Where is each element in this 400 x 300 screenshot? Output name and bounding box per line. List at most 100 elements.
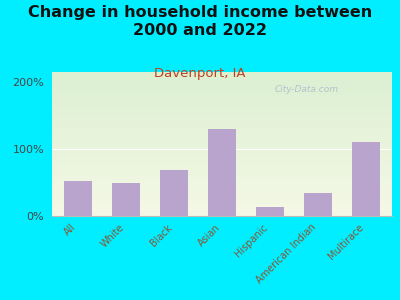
Bar bbox=[52, 191, 392, 193]
Bar bbox=[52, 74, 392, 75]
Bar bbox=[52, 76, 392, 78]
Bar bbox=[52, 111, 392, 112]
Bar bbox=[52, 144, 392, 146]
Bar bbox=[52, 193, 392, 194]
Bar bbox=[52, 160, 392, 161]
Bar bbox=[52, 141, 392, 142]
Bar bbox=[52, 98, 392, 99]
Bar bbox=[52, 128, 392, 130]
Bar bbox=[52, 142, 392, 144]
Bar bbox=[52, 214, 392, 216]
Bar bbox=[52, 169, 392, 170]
Bar bbox=[52, 207, 392, 209]
Bar bbox=[52, 163, 392, 164]
Bar bbox=[52, 75, 392, 76]
Bar bbox=[52, 108, 392, 110]
Bar bbox=[52, 85, 392, 86]
Bar bbox=[52, 158, 392, 160]
Bar bbox=[52, 124, 392, 125]
Bar bbox=[52, 122, 392, 124]
Bar bbox=[52, 190, 392, 191]
Bar bbox=[52, 194, 392, 196]
Bar bbox=[352, 142, 380, 216]
Bar bbox=[52, 202, 392, 203]
Bar bbox=[52, 189, 392, 190]
Bar bbox=[52, 97, 392, 98]
Bar bbox=[52, 114, 392, 115]
Bar bbox=[208, 129, 236, 216]
Bar bbox=[52, 133, 392, 134]
Bar bbox=[52, 94, 392, 95]
Bar bbox=[52, 174, 392, 176]
Bar bbox=[52, 104, 392, 105]
Bar bbox=[52, 186, 392, 187]
Bar bbox=[52, 151, 392, 153]
Bar bbox=[52, 199, 392, 200]
Bar bbox=[52, 161, 392, 163]
Bar bbox=[256, 207, 284, 216]
Bar bbox=[52, 95, 392, 97]
Bar bbox=[52, 134, 392, 135]
Bar bbox=[112, 182, 140, 216]
Bar bbox=[64, 181, 92, 216]
Bar bbox=[52, 110, 392, 111]
Bar bbox=[52, 177, 392, 178]
Bar bbox=[52, 210, 392, 212]
Bar bbox=[52, 213, 392, 214]
Bar bbox=[52, 112, 392, 114]
Bar bbox=[52, 138, 392, 140]
Bar bbox=[52, 83, 392, 85]
Bar bbox=[52, 167, 392, 169]
Bar bbox=[52, 117, 392, 118]
Bar bbox=[52, 205, 392, 206]
Bar bbox=[52, 135, 392, 137]
Bar bbox=[52, 212, 392, 213]
Bar bbox=[52, 155, 392, 157]
Bar bbox=[52, 118, 392, 119]
Bar bbox=[304, 193, 332, 216]
Bar bbox=[52, 88, 392, 89]
Bar bbox=[52, 203, 392, 205]
Bar bbox=[52, 92, 392, 94]
Bar bbox=[160, 170, 188, 216]
Bar bbox=[52, 125, 392, 127]
Bar bbox=[52, 206, 392, 207]
Bar bbox=[52, 164, 392, 166]
Bar bbox=[52, 81, 392, 82]
Bar bbox=[52, 170, 392, 171]
Text: Change in household income between
2000 and 2022: Change in household income between 2000 … bbox=[28, 4, 372, 38]
Bar bbox=[52, 176, 392, 177]
Bar bbox=[52, 180, 392, 182]
Bar bbox=[52, 209, 392, 210]
Bar bbox=[52, 153, 392, 154]
Bar bbox=[52, 178, 392, 180]
Bar bbox=[52, 127, 392, 128]
Bar bbox=[52, 147, 392, 148]
Bar bbox=[52, 184, 392, 186]
Bar bbox=[52, 183, 392, 184]
Bar bbox=[52, 79, 392, 81]
Bar bbox=[52, 78, 392, 79]
Bar bbox=[52, 121, 392, 122]
Bar bbox=[52, 86, 392, 88]
Bar bbox=[52, 72, 392, 74]
Bar bbox=[52, 148, 392, 150]
Bar bbox=[52, 187, 392, 189]
Bar bbox=[52, 91, 392, 92]
Bar bbox=[52, 182, 392, 183]
Bar bbox=[52, 99, 392, 101]
Bar bbox=[52, 115, 392, 117]
Bar bbox=[52, 106, 392, 108]
Bar bbox=[52, 119, 392, 121]
Bar bbox=[52, 89, 392, 91]
Bar bbox=[52, 130, 392, 131]
Bar bbox=[52, 137, 392, 138]
Text: City-Data.com: City-Data.com bbox=[275, 85, 339, 94]
Bar bbox=[52, 146, 392, 147]
Bar bbox=[52, 197, 392, 199]
Bar bbox=[52, 171, 392, 173]
Bar bbox=[52, 196, 392, 197]
Bar bbox=[52, 102, 392, 104]
Bar bbox=[52, 166, 392, 167]
Bar bbox=[52, 200, 392, 202]
